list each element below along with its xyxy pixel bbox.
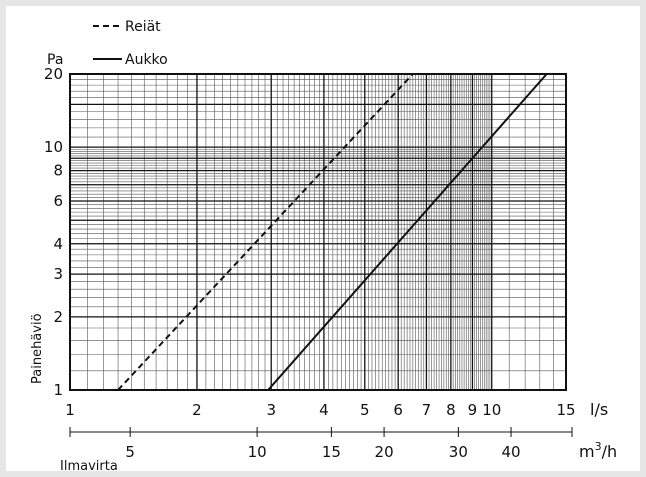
x-axis-label: Ilmavirta [60,459,118,471]
x-tick-label: 8 [446,401,456,419]
secondary-x-tick-label: 5 [125,443,135,461]
secondary-x-tick-label: 10 [248,443,267,461]
y-tick-label: 2 [53,308,63,326]
secondary-x-tick-label: 40 [501,443,520,461]
series-line-reiat [117,73,414,391]
x-unit-secondary-label: m3/h [579,440,617,461]
x-tick-label: 2 [192,401,202,419]
plot-frame [69,73,567,391]
legend: Reiät Aukko [93,19,168,68]
secondary-x-tick-label: 20 [375,443,394,461]
x-tick-label: 1 [65,401,75,419]
secondary-x-tick-label: 30 [449,443,468,461]
series-layer [117,73,548,391]
x-tick-labels: 1 2 3 4 5 6 7 8 9 10 15 [65,401,575,419]
grid-minor [70,74,566,390]
y-tick-label: 4 [53,235,63,253]
x-tick-label: 10 [482,401,501,419]
y-unit-label: Pa [47,52,63,68]
x-tick-label: 15 [556,401,575,419]
y-tick-label: 10 [44,138,63,156]
x-tick-label: 4 [319,401,329,419]
x-unit-primary-label: l/s [590,400,608,419]
secondary-x-tick-label: 15 [322,443,341,461]
y-tick-labels: 1 2 3 4 6 8 10 20 [44,65,63,399]
x-tick-label: 9 [468,401,478,419]
chart-panel: 1 2 3 4 6 8 10 20 1 2 3 4 5 6 7 8 9 10 15 5 10 15 20 30 40 Pa … [6,6,640,471]
secondary-x-axis: 5 10 15 20 30 40 [69,427,573,461]
x-tick-label: 5 [360,401,370,419]
y-tick-label: 1 [53,381,63,399]
y-tick-label: 8 [53,162,63,180]
x-tick-label: 3 [266,401,276,419]
legend-label-reiat: Reiät [125,19,161,35]
series-line-aukko [267,73,548,391]
y-tick-label: 20 [44,65,63,83]
legend-label-aukko: Aukko [125,52,168,68]
y-tick-label: 3 [53,265,63,283]
x-tick-label: 6 [393,401,403,419]
y-tick-label: 6 [53,192,63,210]
x-tick-label: 7 [422,401,432,419]
y-axis-label: Painehäviö [30,313,45,384]
